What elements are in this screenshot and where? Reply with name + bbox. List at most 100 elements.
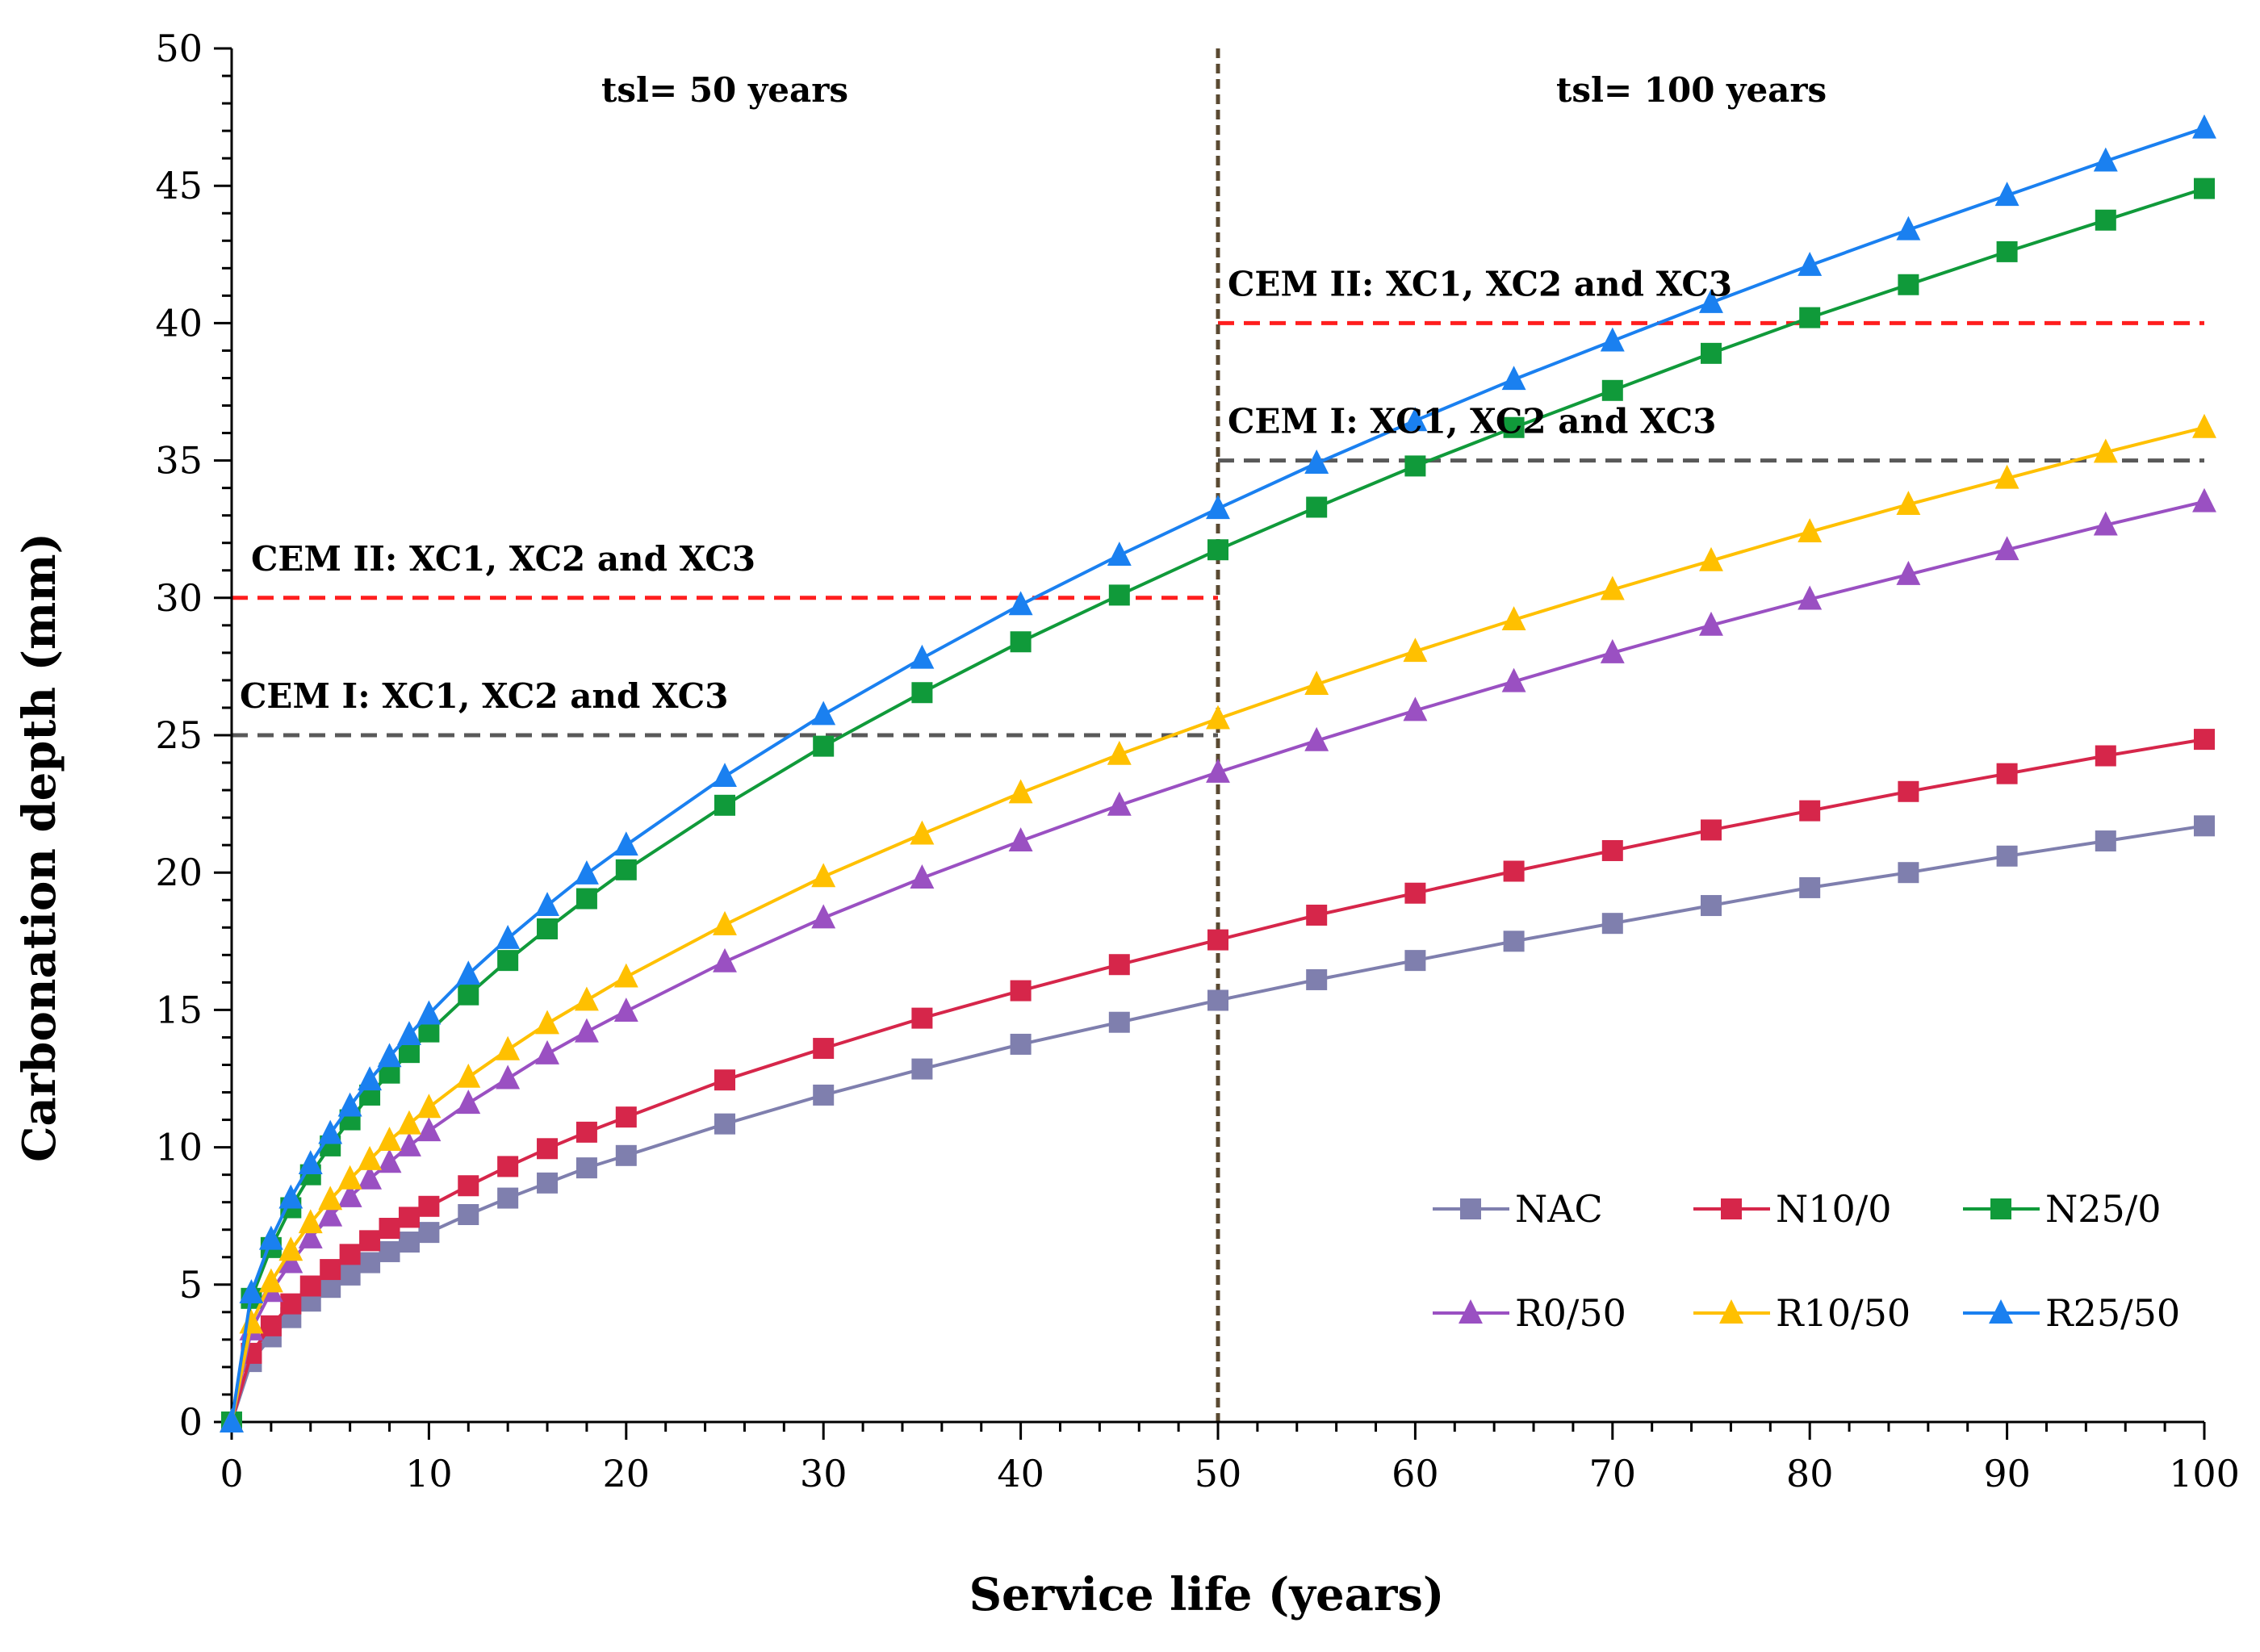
data-point-r0-50 [2192, 487, 2216, 512]
data-point-r0-50 [416, 1117, 442, 1142]
data-point-nac [379, 1240, 400, 1262]
legend-label: N10/0 [1776, 1187, 1892, 1231]
reference-lines [232, 48, 2204, 1422]
data-point-r25-50 [1798, 251, 1823, 276]
data-point-nac [1108, 1011, 1130, 1033]
data-point-nac [1207, 989, 1228, 1011]
data-point-nac [575, 1157, 597, 1179]
data-point-r0-50 [910, 864, 935, 889]
y-axis-title: Carbonation depth (mm) [13, 533, 66, 1162]
series-r25-50 [220, 114, 2216, 1432]
data-point-n10-0 [1503, 860, 1525, 882]
x-tick-label: 50 [1195, 1452, 1242, 1495]
data-point-r25-50 [496, 924, 521, 949]
data-point-n25-0 [1701, 342, 1722, 364]
data-point-n25-0 [813, 735, 835, 757]
data-point-r25-50 [416, 1000, 442, 1025]
data-point-r0-50 [535, 1039, 559, 1064]
legend-swatch-marker [1719, 1299, 1743, 1324]
data-point-n10-0 [458, 1175, 479, 1197]
data-point-r25-50 [258, 1225, 283, 1250]
data-point-n25-0 [1898, 274, 1919, 295]
data-point-r0-50 [1600, 638, 1625, 663]
data-point-r0-50 [2093, 511, 2118, 536]
data-point-n10-0 [497, 1156, 519, 1177]
data-point-nac [714, 1113, 735, 1135]
x-tick-label: 40 [997, 1452, 1044, 1495]
data-point-r0-50 [713, 947, 737, 972]
data-point-r10-50 [910, 820, 935, 845]
x-tick-label: 60 [1392, 1452, 1439, 1495]
y-tick-label: 15 [155, 988, 203, 1031]
data-point-n25-0 [575, 888, 597, 910]
data-point-r25-50 [318, 1119, 343, 1144]
data-point-r25-50 [337, 1092, 362, 1117]
data-point-r10-50 [358, 1145, 383, 1170]
data-point-r10-50 [258, 1268, 283, 1293]
y-tick-label: 0 [179, 1400, 203, 1444]
legend-item-n10-0: N10/0 [1693, 1187, 1892, 1231]
annotations: tsl= 50 years tsl= 100 years CEM II: XC1, … [240, 70, 1827, 716]
data-point-n25-0 [2095, 209, 2116, 231]
y-tick-label: 35 [155, 439, 203, 483]
data-point-r10-50 [535, 1010, 559, 1035]
data-point-r10-50 [1008, 779, 1033, 804]
data-point-r0-50 [298, 1223, 323, 1248]
x-tick-label: 100 [2169, 1452, 2240, 1495]
data-point-nac [2095, 830, 2116, 852]
data-point-r10-50 [278, 1236, 303, 1261]
y-tick-label: 40 [155, 301, 203, 345]
data-point-nac [1503, 931, 1525, 952]
data-point-n10-0 [615, 1106, 637, 1128]
data-point-r0-50 [496, 1064, 521, 1089]
data-point-r0-50 [278, 1248, 303, 1274]
data-point-r25-50 [358, 1066, 383, 1091]
data-point-r10-50 [318, 1186, 343, 1211]
data-point-n10-0 [2194, 729, 2215, 751]
legend-label: R25/50 [2045, 1291, 2180, 1335]
data-point-r10-50 [1107, 740, 1132, 765]
data-point-r10-50 [416, 1094, 442, 1119]
data-point-r25-50 [613, 831, 638, 856]
data-point-r25-50 [1994, 182, 2019, 207]
data-point-r10-50 [613, 963, 638, 988]
series-r10-50 [220, 413, 2216, 1432]
data-point-r10-50 [1600, 575, 1625, 600]
data-point-r0-50 [1798, 585, 1823, 610]
data-point-r25-50 [535, 892, 559, 916]
threshold-label-1: CEM I: XC1, XC2 and XC3 [240, 676, 728, 716]
data-point-r10-50 [397, 1110, 421, 1135]
data-point-r10-50 [337, 1165, 362, 1190]
data-point-r25-50 [1304, 450, 1329, 474]
data-point-n10-0 [359, 1230, 381, 1252]
data-point-r10-50 [456, 1063, 481, 1088]
legend-item-n25-0: N25/0 [1963, 1187, 2162, 1231]
data-point-r25-50 [220, 1408, 244, 1432]
x-tick-label: 10 [405, 1452, 453, 1495]
data-point-r10-50 [1403, 638, 1428, 663]
data-point-nac [1898, 862, 1919, 884]
legend-item-r0-50: R0/50 [1433, 1291, 1626, 1335]
legend-swatch-marker [1989, 1299, 2013, 1324]
data-point-n10-0 [1996, 763, 2018, 784]
legend-label: R0/50 [1515, 1291, 1626, 1335]
data-point-n25-0 [398, 1042, 420, 1064]
data-point-n10-0 [299, 1275, 321, 1297]
x-tick-label: 80 [1786, 1452, 1834, 1495]
data-point-nac [1306, 968, 1328, 990]
data-point-r10-50 [298, 1209, 323, 1234]
data-point-r25-50 [1206, 495, 1230, 520]
data-point-r25-50 [910, 644, 935, 669]
data-point-n25-0 [1996, 240, 2018, 262]
legend-swatch-marker [1721, 1198, 1742, 1219]
data-point-n10-0 [418, 1195, 440, 1217]
data-point-n10-0 [379, 1218, 400, 1240]
data-point-n10-0 [320, 1259, 341, 1281]
data-point-r0-50 [318, 1202, 343, 1227]
data-point-r25-50 [1107, 542, 1132, 566]
data-point-n10-0 [339, 1244, 361, 1265]
y-tick-label: 10 [155, 1126, 203, 1169]
data-point-r0-50 [1699, 611, 1723, 636]
data-point-r10-50 [2093, 438, 2118, 463]
